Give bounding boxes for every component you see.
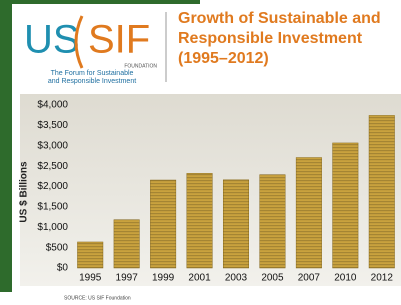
title: Responsible Investment (178, 30, 363, 47)
logo-sif: SIF (88, 18, 150, 62)
x-tick-label: 2007 (298, 273, 321, 284)
y-tick-label: $3,500 (37, 120, 68, 131)
bar-texture (114, 220, 140, 268)
logo-foundation: FOUNDATION (124, 63, 157, 69)
page: US SIF FOUNDATION The Forum for Sustaina… (0, 0, 401, 305)
title: (1995–2012) (178, 50, 269, 67)
bar-texture (260, 175, 286, 268)
logo-tagline: and Responsible Investment (48, 78, 136, 85)
y-tick-label: $2,000 (37, 181, 68, 192)
logo-tagline: The Forum for Sustainable (51, 70, 134, 77)
x-tick-label: 2010 (334, 273, 357, 284)
y-tick-label: $0 (57, 263, 69, 274)
y-axis-label: US $ Billions (19, 161, 30, 223)
y-tick-label: $3,000 (37, 140, 68, 151)
x-tick-label: 1995 (79, 273, 102, 284)
bar-texture (150, 180, 176, 268)
y-tick-label: $1,000 (37, 222, 68, 233)
x-tick-label: 2005 (261, 273, 284, 284)
y-tick-label: $500 (46, 242, 69, 253)
x-tick-label: 1999 (152, 273, 175, 284)
y-tick-label: $1,500 (37, 202, 68, 213)
green-frame-top (0, 0, 200, 4)
x-tick-label: 2012 (371, 273, 394, 284)
bar-texture (369, 115, 395, 268)
source: SOURCE: US SIF Foundation (64, 295, 131, 301)
bar-texture (187, 173, 213, 268)
title: Growth of Sustainable and (178, 10, 381, 27)
x-tick-label: 2001 (188, 273, 211, 284)
bar-texture (77, 242, 103, 268)
bar-texture (296, 158, 322, 268)
bar-texture (223, 180, 249, 268)
logo-us: US (24, 18, 80, 62)
bar-texture (333, 143, 359, 268)
green-frame (0, 0, 12, 292)
x-tick-label: 1997 (116, 273, 139, 284)
y-tick-label: $4,000 (37, 100, 68, 111)
x-tick-label: 2003 (225, 273, 248, 284)
y-tick-label: $2,500 (37, 161, 68, 172)
